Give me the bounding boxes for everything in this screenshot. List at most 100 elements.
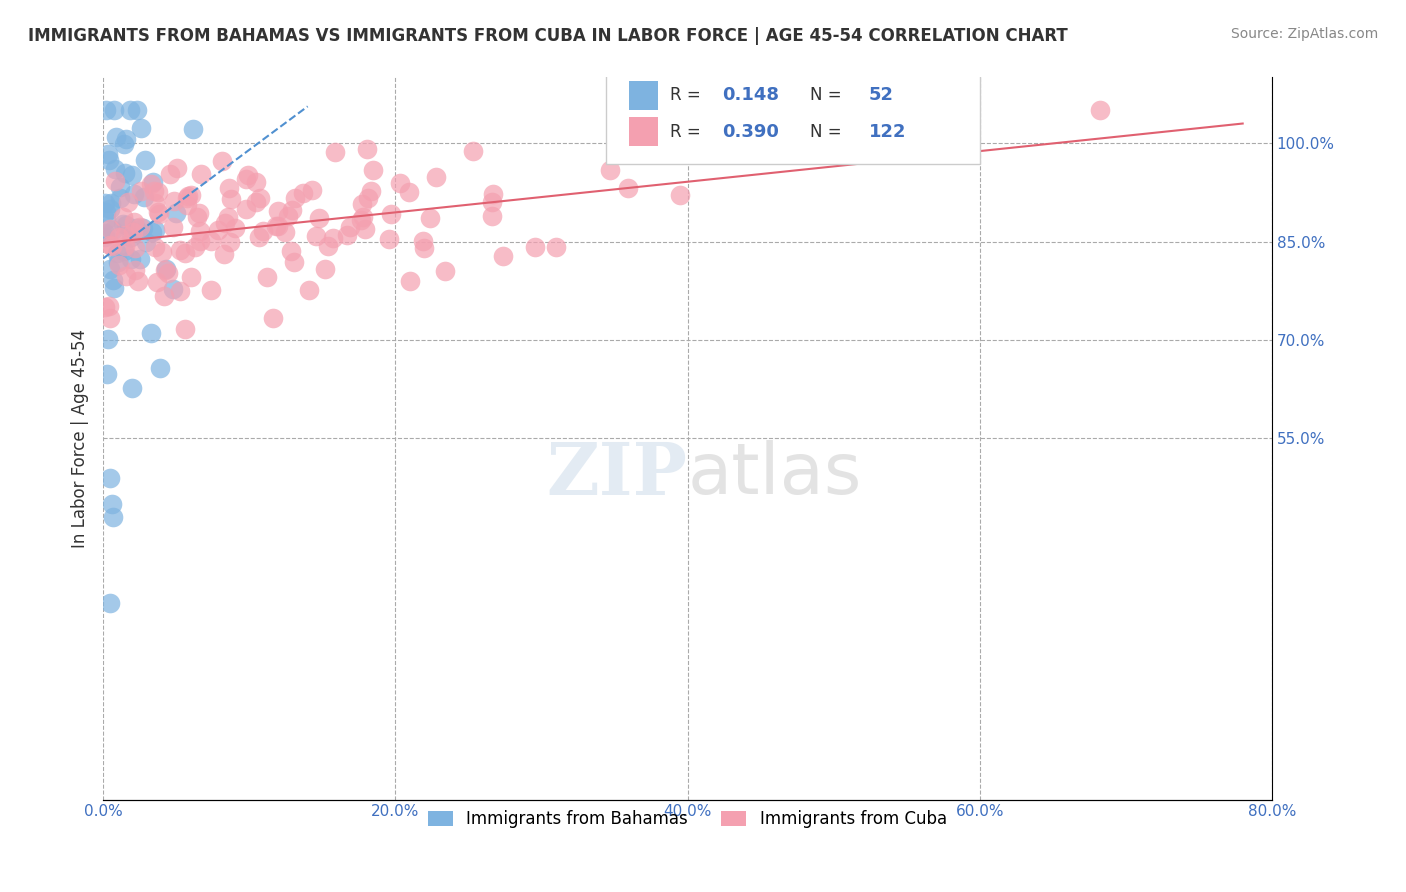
Point [134, 189, 156, 203]
Point [124, 262, 146, 277]
Point [146, 204, 169, 219]
Point [120, 230, 142, 244]
Point [188, 235, 211, 249]
Point [181, 121, 204, 136]
Point [1088, 103, 1111, 118]
Point [149, 361, 172, 376]
Point [256, 270, 278, 285]
Point [129, 185, 152, 199]
Point [186, 210, 208, 224]
Point [146, 275, 169, 289]
Point [139, 178, 162, 192]
Point [103, 223, 125, 237]
Point [98, 237, 121, 252]
Point [214, 216, 236, 230]
Point [142, 175, 165, 189]
Point [236, 168, 259, 182]
Point [412, 241, 434, 255]
Point [150, 245, 173, 260]
Point [115, 132, 138, 146]
Point [104, 130, 127, 145]
Point [398, 274, 420, 288]
Text: R =: R = [671, 87, 700, 104]
Text: Source: ZipAtlas.com: Source: ZipAtlas.com [1230, 27, 1378, 41]
Point [336, 228, 359, 243]
Point [211, 153, 233, 168]
Text: N =: N = [810, 122, 842, 141]
Point [121, 168, 143, 182]
Point [157, 267, 180, 281]
Point [93, 226, 115, 240]
Point [134, 153, 156, 167]
Point [277, 210, 299, 224]
Point [122, 187, 145, 202]
Text: R =: R = [671, 122, 700, 141]
Point [305, 229, 328, 244]
Point [308, 211, 330, 226]
Point [267, 204, 290, 219]
Point [103, 510, 125, 524]
Point [100, 596, 122, 610]
Text: ZIP: ZIP [547, 439, 688, 510]
Point [523, 240, 546, 254]
Text: 122: 122 [869, 122, 907, 141]
Point [281, 202, 304, 217]
Point [114, 239, 136, 253]
Point [162, 219, 184, 234]
Point [128, 252, 150, 266]
Point [143, 223, 166, 237]
Point [112, 217, 135, 231]
Point [325, 145, 347, 160]
Point [200, 283, 222, 297]
Point [247, 230, 270, 244]
Point [380, 207, 402, 221]
Point [166, 161, 188, 176]
Point [481, 194, 503, 209]
Point [105, 245, 128, 260]
Point [235, 171, 257, 186]
Point [352, 211, 374, 225]
Point [252, 224, 274, 238]
Point [200, 234, 222, 248]
Point [107, 258, 129, 272]
Point [425, 170, 447, 185]
Point [107, 255, 129, 269]
Point [146, 185, 169, 199]
Point [356, 191, 378, 205]
Point [108, 191, 131, 205]
Point [155, 261, 177, 276]
Point [207, 223, 229, 237]
Y-axis label: In Labor Force | Age 45-54: In Labor Force | Age 45-54 [72, 329, 89, 548]
Point [481, 187, 503, 202]
Point [101, 497, 124, 511]
Point [114, 269, 136, 284]
Text: 0.390: 0.390 [723, 122, 779, 141]
Point [141, 225, 163, 239]
Point [419, 211, 441, 225]
Point [188, 224, 211, 238]
Point [267, 219, 290, 234]
Point [291, 186, 314, 201]
Point [544, 240, 567, 254]
Point [135, 235, 157, 249]
Point [218, 181, 240, 195]
Point [212, 246, 235, 260]
Point [481, 209, 503, 223]
Point [148, 207, 170, 221]
Point [190, 167, 212, 181]
Point [132, 220, 155, 235]
Point [159, 167, 181, 181]
Point [94, 213, 117, 227]
Point [433, 263, 456, 277]
Point [143, 240, 166, 254]
Point [121, 380, 143, 394]
Point [668, 188, 690, 202]
Point [264, 219, 287, 234]
Point [112, 137, 135, 152]
Point [107, 229, 129, 244]
Point [143, 184, 166, 198]
Point [284, 192, 307, 206]
Point [356, 142, 378, 156]
Point [176, 191, 198, 205]
Point [412, 234, 434, 248]
